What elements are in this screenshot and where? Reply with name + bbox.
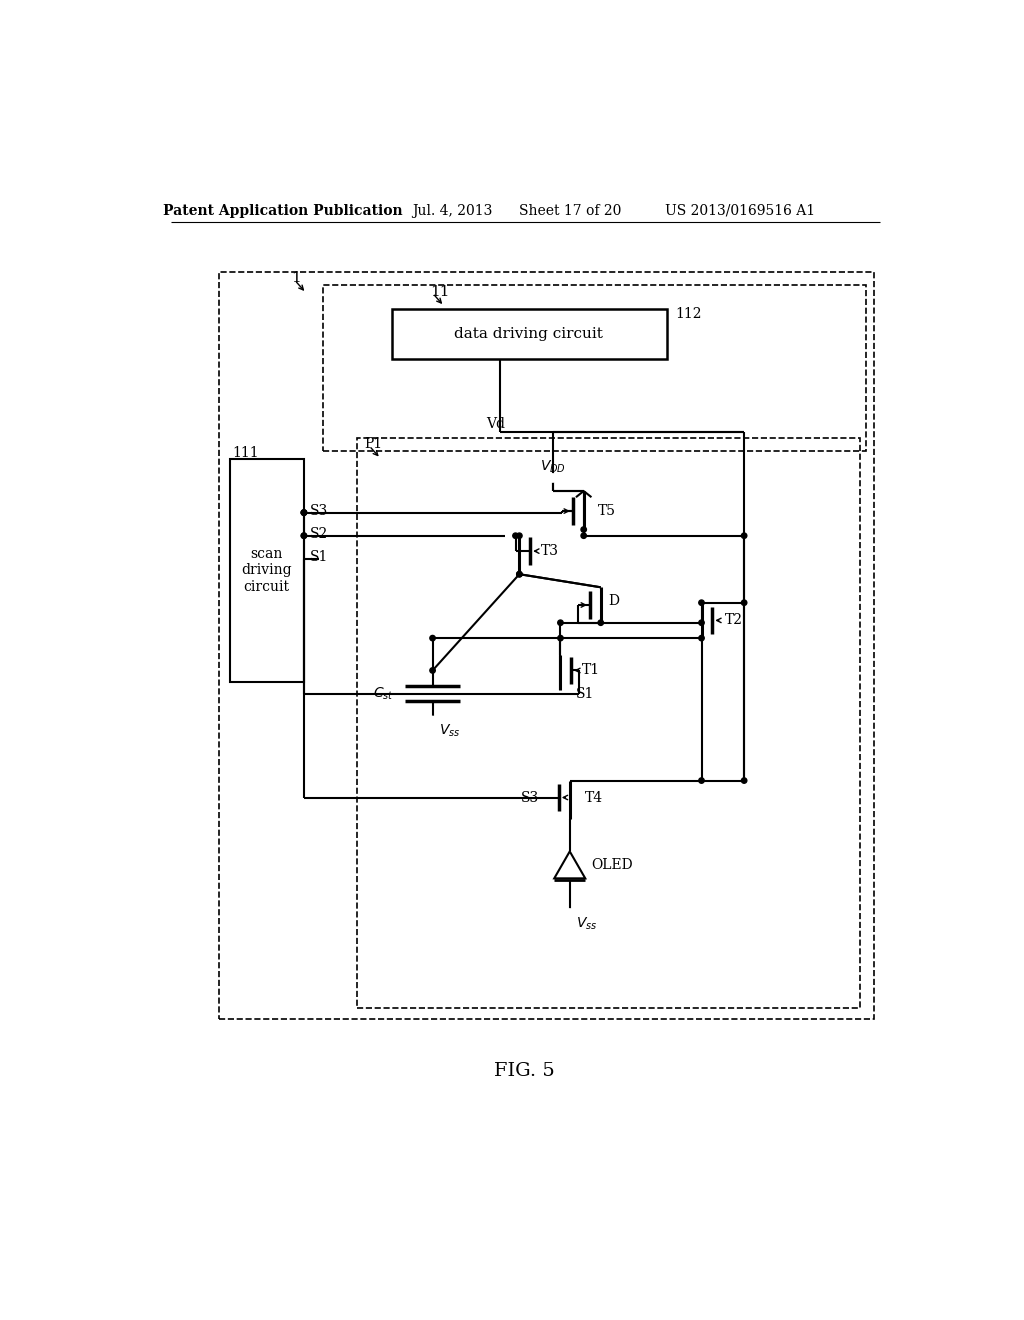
Circle shape [558,635,563,640]
Circle shape [566,909,573,917]
Circle shape [698,601,705,606]
Text: Vd: Vd [486,417,505,432]
Text: Sheet 17 of 20: Sheet 17 of 20 [518,203,621,218]
Text: data driving circuit: data driving circuit [455,327,603,341]
Text: S3: S3 [521,791,540,804]
Text: S1: S1 [575,686,594,701]
Circle shape [430,668,435,673]
Circle shape [301,533,306,539]
Text: $C_{st}$: $C_{st}$ [373,685,394,702]
Circle shape [558,620,563,626]
Text: $V_{DD}$: $V_{DD}$ [540,459,565,475]
Circle shape [581,527,587,532]
Text: 11: 11 [430,285,450,298]
Circle shape [513,533,518,539]
Text: US 2013/0169516 A1: US 2013/0169516 A1 [666,203,815,218]
Circle shape [517,572,522,577]
Circle shape [698,620,705,626]
Circle shape [301,510,306,515]
Circle shape [741,601,746,606]
Circle shape [430,635,435,640]
Text: S2: S2 [310,527,329,541]
Bar [324,285,866,451]
Bar [219,272,874,1019]
Text: S3: S3 [310,504,329,517]
Text: Patent Application Publication: Patent Application Publication [163,203,402,218]
Circle shape [581,533,587,539]
Circle shape [549,474,557,482]
Text: 111: 111 [231,446,258,459]
Text: 112: 112 [675,308,701,321]
Text: T3: T3 [541,544,559,558]
Text: T2: T2 [725,614,742,627]
Circle shape [598,620,603,626]
Bar [356,438,860,1007]
Circle shape [301,510,306,515]
Text: Jul. 4, 2013: Jul. 4, 2013 [412,203,493,218]
Circle shape [301,510,306,515]
Bar [230,459,304,682]
Circle shape [741,777,746,783]
Circle shape [517,533,522,539]
Circle shape [698,777,705,783]
Circle shape [517,572,522,577]
Text: 1: 1 [291,271,300,285]
Text: FIG. 5: FIG. 5 [495,1061,555,1080]
Text: scan
driving
circuit: scan driving circuit [242,548,292,594]
Text: $V_{ss}$: $V_{ss}$ [438,723,460,739]
Text: D: D [608,594,620,609]
Bar [391,309,667,359]
Circle shape [741,533,746,539]
Circle shape [301,533,306,539]
Text: T1: T1 [583,664,600,677]
Circle shape [698,635,705,640]
Circle shape [429,717,436,725]
Text: $V_{ss}$: $V_{ss}$ [575,916,597,932]
Text: S1: S1 [310,550,329,564]
Text: P1: P1 [365,437,383,451]
Text: OLED: OLED [592,858,633,873]
Text: T4: T4 [586,791,603,804]
Text: T5: T5 [598,504,615,517]
